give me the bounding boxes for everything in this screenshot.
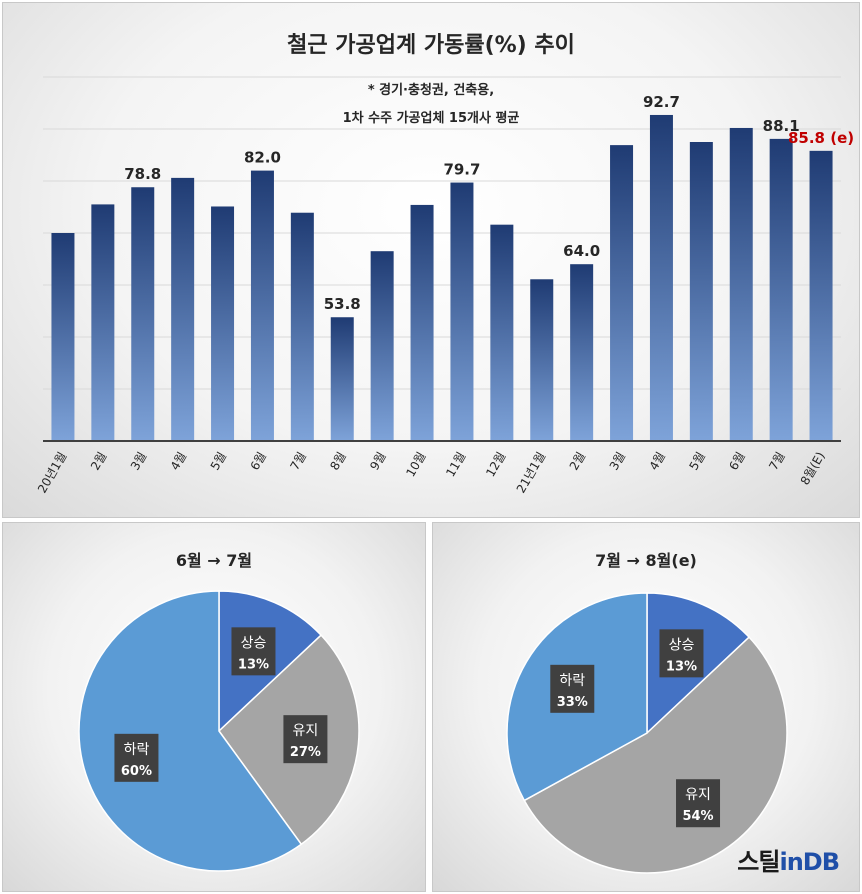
data-label: 79.7 [443, 161, 480, 179]
bar [450, 182, 474, 441]
bar-chart-panel: 철근 가공업계 가동률(%) 추이 * 경기·충청권, 건축용, 1차 수주 가… [2, 2, 860, 518]
data-label: 53.8 [324, 295, 361, 313]
bar [290, 212, 314, 441]
pie-label-box [676, 779, 721, 828]
x-tick-label: 21년1월 [514, 450, 549, 496]
pie-chart-1-svg: 상승 13% 유지 27% 하락 60% [78, 590, 360, 872]
bar-chart-note-1: * 경기·충청권, 건축용, [367, 83, 495, 98]
x-tick-label: 12월 [483, 450, 508, 480]
x-tick-label: 6월 [248, 450, 269, 473]
pie-slice-pct: 54% [682, 809, 713, 824]
bar [610, 145, 634, 441]
pie-chart-panel-1: 6월 → 7월 상승 13% 유지 27% 하락 60% [2, 522, 426, 892]
bar [649, 114, 673, 442]
pie-slice-pct: 13% [666, 659, 697, 674]
logo-part-1: 스틸 [737, 848, 780, 876]
pie-slice-label: 상승 [241, 635, 267, 651]
pie-slice-pct: 60% [121, 764, 152, 779]
bar [330, 317, 354, 441]
pie-label-box [659, 629, 704, 678]
bar [689, 142, 713, 441]
x-tick-label: 20년1월 [35, 450, 70, 496]
x-tick-label: 5월 [208, 450, 229, 473]
x-tick-label: 4월 [647, 450, 668, 473]
pie-slice-label: 상승 [669, 637, 695, 653]
pie-slice [78, 590, 303, 872]
steelindb-logo: 스틸inDB [737, 842, 840, 877]
bar-chart-svg: 20년1월 2월 78.8 3월 4월 5월 82.0 6월 7월 53.8 8월 9월 10월 79.7… [35, 76, 854, 496]
x-tick-label: 7월 [766, 450, 787, 473]
bar [370, 251, 394, 441]
data-label: 82.0 [244, 149, 281, 167]
data-label: 88.1 [763, 117, 800, 135]
x-tick-label: 5월 [686, 450, 707, 473]
bar [769, 138, 793, 441]
bar [530, 279, 554, 441]
data-label: 92.7 [643, 93, 680, 111]
bar [809, 150, 833, 441]
pie-slice-pct: 13% [238, 657, 269, 672]
pie-slice-pct: 27% [290, 745, 321, 760]
bar [250, 170, 274, 441]
bar [91, 204, 115, 441]
x-tick-label: 6월 [726, 450, 747, 473]
bar [729, 127, 753, 442]
x-tick-label: 9월 [367, 450, 388, 473]
pie-label-box [231, 627, 276, 676]
x-tick-label: 2월 [567, 450, 588, 473]
x-tick-label: 4월 [168, 450, 189, 473]
x-tick-label: 8월(E) [798, 450, 828, 488]
bar [171, 177, 195, 441]
data-label: 85.8 (e) [788, 129, 854, 147]
bar-chart-note-2: 1차 수주 가공업체 15개사 평균 [342, 111, 520, 126]
pie-slice-label: 유지 [293, 723, 319, 739]
x-tick-label: 11월 [443, 450, 468, 480]
pie-slice-label: 하락 [124, 742, 150, 758]
bar [131, 187, 155, 441]
pie-chart-2-svg: 상승 13% 유지 54% 하락 33% [506, 592, 788, 874]
x-tick-label: 3월 [128, 450, 149, 473]
pie-slice-label: 유지 [685, 787, 711, 803]
bar [490, 224, 514, 441]
pie-slice-pct: 33% [557, 695, 588, 710]
x-tick-label: 10월 [403, 450, 428, 480]
data-label: 64.0 [563, 242, 600, 260]
pie-chart-1-title: 6월 → 7월 [175, 551, 253, 570]
bar [211, 206, 235, 441]
bar [51, 233, 75, 441]
pie-slice-label: 하락 [559, 673, 585, 689]
pie-label-box [550, 664, 595, 713]
data-label: 78.8 [124, 165, 161, 183]
pie-label-box [283, 715, 328, 764]
pie-slice [523, 636, 788, 874]
bar-chart-title: 철근 가공업계 가동률(%) 추이 [287, 33, 575, 58]
bar [410, 204, 434, 441]
x-tick-label: 7월 [287, 450, 308, 473]
pie-chart-2-title: 7월 → 8월(e) [595, 551, 697, 570]
x-tick-label: 2월 [88, 450, 109, 473]
logo-part-2: inDB [779, 848, 840, 876]
bar [570, 264, 594, 441]
x-tick-label: 3월 [607, 450, 628, 473]
pie-chart-panel-2: 7월 → 8월(e) 상승 13% 유지 54% 하락 33% 스틸inDB [432, 522, 860, 892]
x-tick-label: 8월 [327, 450, 348, 473]
pie-label-box [114, 733, 159, 782]
